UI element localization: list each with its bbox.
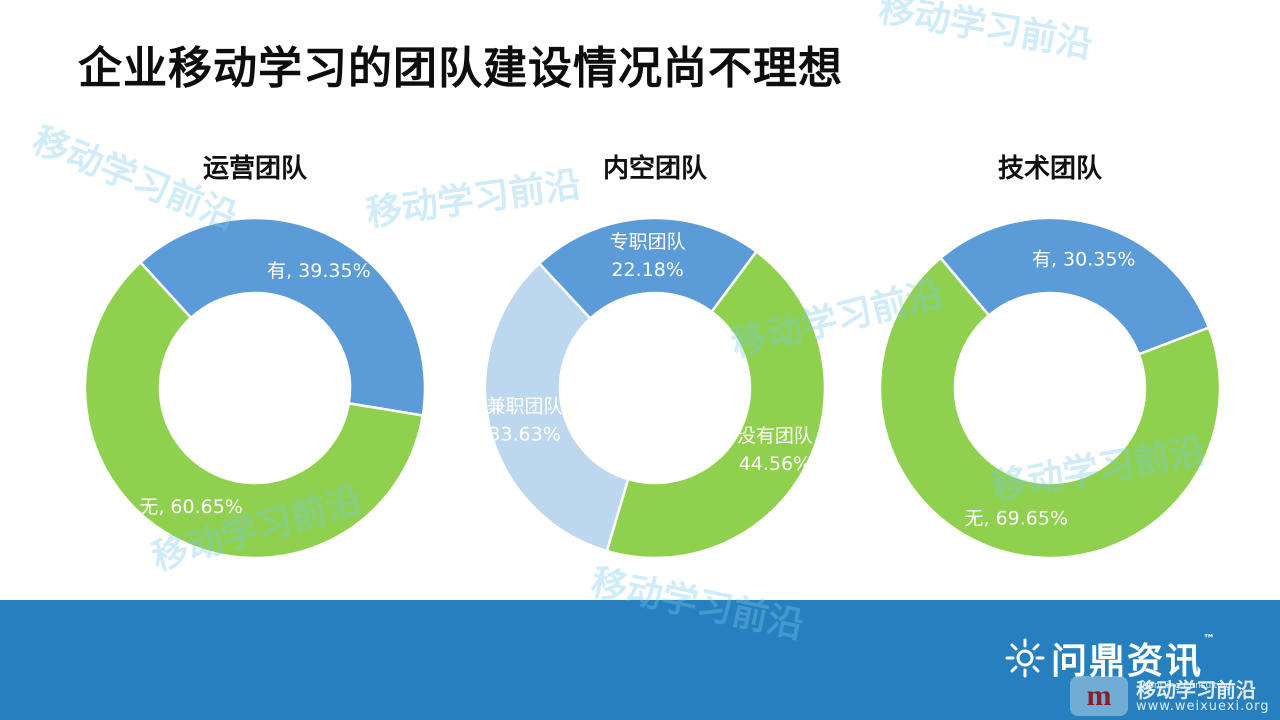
site-logo: m	[1070, 676, 1128, 716]
watermark-site-badge: m 移动学习前沿 www.weixuexi.org	[1070, 672, 1275, 718]
donut-chart-content: 专职团队 22.18% 没有团队 44.56% 兼职团队 33.63%	[483, 216, 827, 560]
donut-slice	[938, 216, 1211, 356]
chart-operations-team: 运营团队 有, 39.35% 无, 60.65%	[75, 140, 435, 570]
donut-slice	[83, 260, 425, 560]
donut-slice	[537, 216, 759, 321]
watermark-text: 移动学习前沿	[875, 0, 1096, 67]
slice-label: 有, 30.35%	[1032, 248, 1136, 270]
chart-tech-team: 技术团队 有, 30.35% 无, 69.65%	[870, 140, 1230, 570]
donut-slice	[605, 249, 827, 560]
donut-slice	[138, 216, 427, 417]
slice-label: 无, 69.65%	[965, 508, 1069, 530]
slice-label: 专职团队 22.18%	[610, 231, 686, 281]
slice-label: 没有团队 44.56%	[737, 425, 813, 475]
slice-label: 无, 60.65%	[139, 496, 243, 518]
donut-slice	[878, 256, 1222, 560]
page-title: 企业移动学习的团队建设情况尚不理想	[78, 43, 843, 94]
donut-slice	[483, 261, 630, 553]
slice-label: 有, 39.35%	[267, 260, 371, 282]
brand-subtitle: WonDing Consulting	[1140, 681, 1232, 691]
site-url: www.weixuexi.org	[1136, 699, 1270, 714]
donut-chart-tech: 有, 30.35% 无, 69.65%	[878, 216, 1222, 560]
sun-icon	[1005, 638, 1045, 678]
footer-band	[0, 600, 1280, 720]
brand-logo: 问鼎资讯™	[1005, 632, 1217, 684]
chart-title: 运营团队	[202, 154, 307, 184]
donut-chart-operations: 有, 39.35% 无, 60.65%	[83, 216, 427, 560]
chart-content-team: 内空团队 专职团队 22.18% 没有团队 44.56% 兼职团队 33.63%	[475, 140, 835, 570]
chart-title: 内空团队	[602, 154, 707, 184]
slice-label: 兼职团队 33.63%	[487, 396, 563, 446]
chart-title: 技术团队	[997, 154, 1102, 184]
brand-name: 问鼎资讯™	[1051, 632, 1218, 682]
site-name: 移动学习前沿	[1136, 678, 1256, 702]
